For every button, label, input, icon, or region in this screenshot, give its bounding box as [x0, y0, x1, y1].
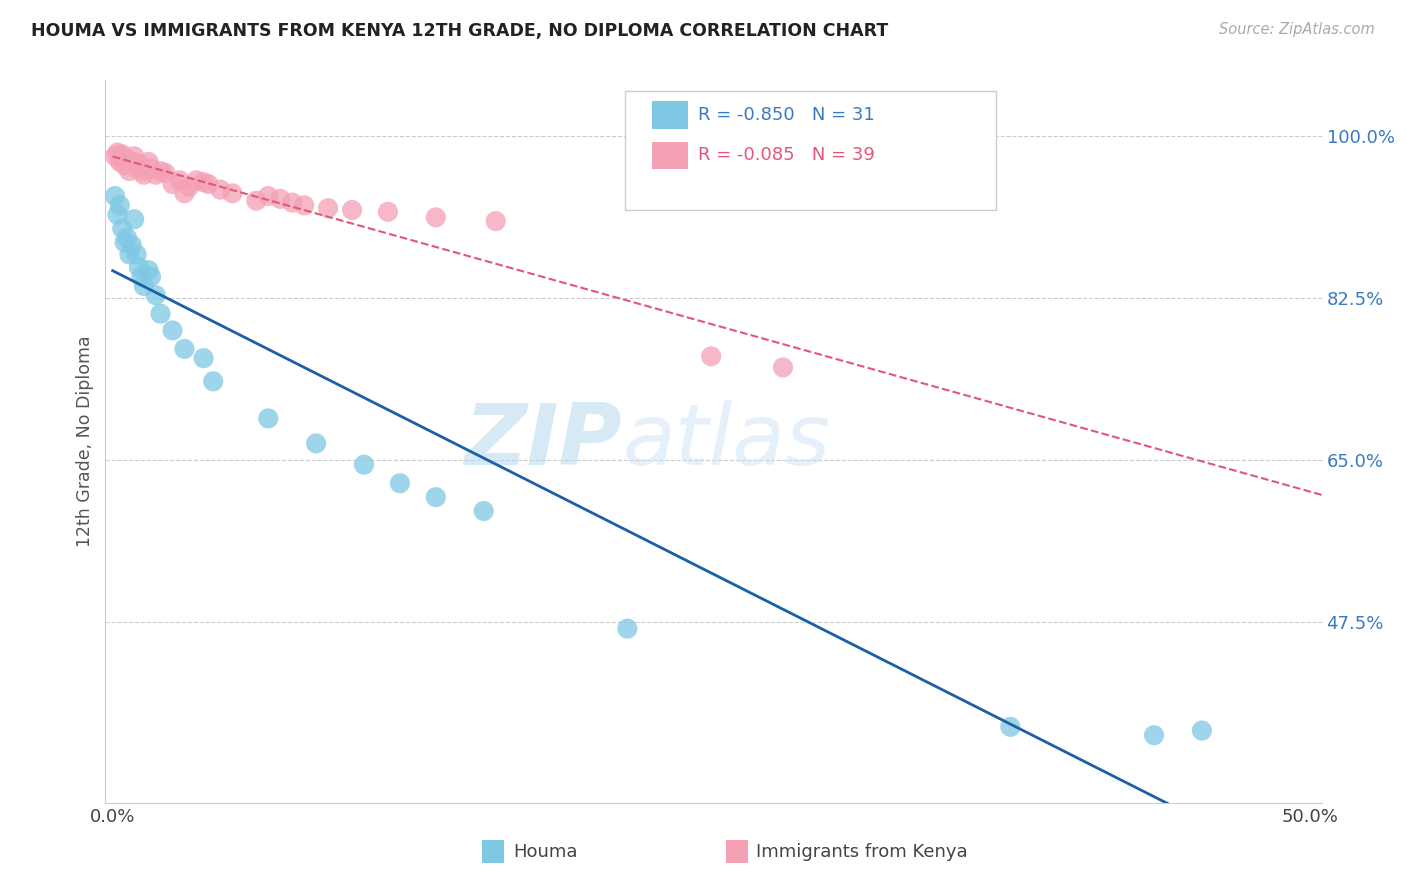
- Point: [197, 177, 219, 191]
- Point: [149, 164, 172, 178]
- Point: [245, 194, 267, 208]
- Point: [485, 214, 508, 228]
- Point: [169, 173, 191, 187]
- Point: [115, 152, 138, 166]
- Text: Immigrants from Kenya: Immigrants from Kenya: [756, 843, 967, 861]
- Point: [377, 204, 399, 219]
- Point: [132, 279, 155, 293]
- Point: [1000, 720, 1022, 734]
- Point: [179, 179, 201, 194]
- Point: [104, 149, 127, 163]
- Point: [257, 189, 280, 203]
- Point: [111, 147, 134, 161]
- Point: [122, 149, 145, 163]
- Point: [772, 360, 794, 375]
- Point: [305, 436, 328, 450]
- Text: R = -0.085   N = 39: R = -0.085 N = 39: [697, 146, 875, 164]
- Point: [139, 161, 162, 176]
- FancyBboxPatch shape: [624, 91, 995, 211]
- Point: [425, 490, 447, 504]
- Point: [145, 168, 167, 182]
- Point: [1191, 723, 1213, 738]
- Point: [173, 342, 195, 356]
- Point: [108, 154, 131, 169]
- Point: [221, 186, 243, 201]
- Point: [132, 168, 155, 182]
- Point: [269, 192, 291, 206]
- Point: [121, 238, 143, 252]
- Point: [193, 351, 215, 366]
- Point: [125, 247, 148, 261]
- Point: [138, 154, 160, 169]
- Text: Source: ZipAtlas.com: Source: ZipAtlas.com: [1219, 22, 1375, 37]
- Text: HOUMA VS IMMIGRANTS FROM KENYA 12TH GRADE, NO DIPLOMA CORRELATION CHART: HOUMA VS IMMIGRANTS FROM KENYA 12TH GRAD…: [31, 22, 889, 40]
- Point: [202, 375, 225, 389]
- Text: Houma: Houma: [513, 843, 578, 861]
- Point: [281, 195, 304, 210]
- Point: [700, 349, 723, 363]
- Point: [425, 211, 447, 225]
- Point: [122, 212, 145, 227]
- Point: [114, 159, 136, 173]
- Point: [121, 154, 143, 169]
- Point: [118, 247, 141, 261]
- Point: [107, 145, 129, 160]
- Point: [131, 164, 153, 178]
- Point: [108, 198, 131, 212]
- Point: [340, 202, 363, 217]
- Point: [139, 269, 162, 284]
- Point: [1143, 728, 1166, 742]
- Point: [128, 260, 150, 275]
- Point: [162, 323, 184, 337]
- Point: [145, 288, 167, 302]
- Point: [128, 156, 150, 170]
- Bar: [482, 840, 505, 863]
- Point: [616, 622, 638, 636]
- Text: R = -0.850   N = 31: R = -0.850 N = 31: [697, 106, 875, 124]
- Point: [209, 183, 232, 197]
- Point: [125, 161, 148, 176]
- Bar: [651, 142, 688, 169]
- Point: [118, 164, 141, 178]
- Point: [155, 166, 177, 180]
- Point: [107, 208, 129, 222]
- Text: ZIP: ZIP: [465, 400, 623, 483]
- Point: [353, 458, 375, 472]
- Point: [111, 221, 134, 235]
- Point: [104, 189, 127, 203]
- Point: [186, 173, 208, 187]
- Point: [149, 307, 172, 321]
- Text: atlas: atlas: [623, 400, 831, 483]
- Point: [472, 504, 495, 518]
- Point: [193, 175, 215, 189]
- Point: [388, 476, 411, 491]
- Point: [257, 411, 280, 425]
- Bar: [651, 101, 688, 128]
- Point: [173, 186, 195, 201]
- Point: [292, 198, 315, 212]
- Point: [162, 177, 184, 191]
- Point: [115, 231, 138, 245]
- Bar: [725, 840, 748, 863]
- Point: [114, 235, 136, 250]
- Point: [131, 269, 153, 284]
- Y-axis label: 12th Grade, No Diploma: 12th Grade, No Diploma: [76, 335, 94, 548]
- Point: [316, 201, 339, 215]
- Point: [138, 263, 160, 277]
